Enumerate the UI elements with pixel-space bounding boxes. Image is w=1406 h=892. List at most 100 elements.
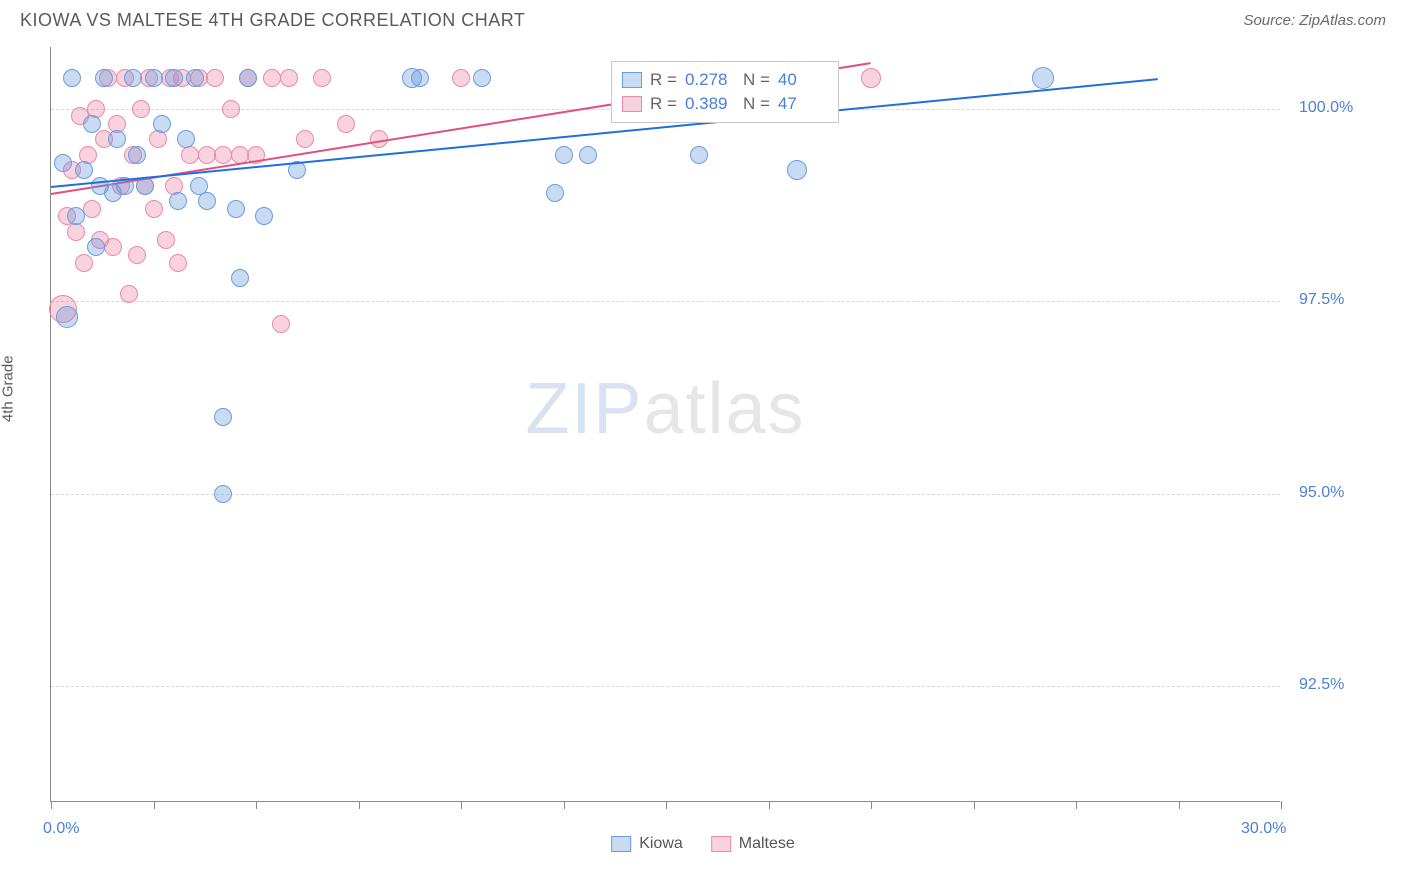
data-point-maltese <box>128 246 146 264</box>
data-point-kiowa <box>153 115 171 133</box>
data-point-kiowa <box>177 130 195 148</box>
data-point-kiowa <box>239 69 257 87</box>
gridline-h <box>51 301 1280 302</box>
data-point-maltese <box>120 285 138 303</box>
data-point-kiowa <box>579 146 597 164</box>
x-tick <box>1179 801 1180 809</box>
data-point-maltese <box>149 130 167 148</box>
data-point-kiowa <box>214 485 232 503</box>
data-point-maltese <box>157 231 175 249</box>
stats-n-label: N = <box>743 94 770 114</box>
stats-n-value: 47 <box>778 94 828 114</box>
legend-item-maltese: Maltese <box>711 835 795 853</box>
data-point-maltese <box>75 254 93 272</box>
data-point-kiowa <box>165 69 183 87</box>
data-point-maltese <box>181 146 199 164</box>
stats-box: R =0.278N =40R =0.389N =47 <box>611 61 839 123</box>
stats-r-label: R = <box>650 70 677 90</box>
data-point-kiowa <box>124 69 142 87</box>
source-label: Source: ZipAtlas.com <box>1243 12 1386 29</box>
data-point-kiowa <box>145 69 163 87</box>
data-point-kiowa <box>231 269 249 287</box>
data-point-kiowa <box>555 146 573 164</box>
watermark: ZIPatlas <box>525 368 805 450</box>
legend-swatch-maltese <box>711 836 731 852</box>
data-point-kiowa <box>108 130 126 148</box>
legend-item-kiowa: Kiowa <box>611 835 683 853</box>
data-point-kiowa <box>67 207 85 225</box>
data-point-maltese <box>296 130 314 148</box>
y-tick-label: 92.5% <box>1299 676 1344 694</box>
data-point-kiowa <box>255 207 273 225</box>
data-point-kiowa <box>128 146 146 164</box>
data-point-kiowa <box>227 200 245 218</box>
x-tick <box>871 801 872 809</box>
data-point-kiowa <box>473 69 491 87</box>
data-point-maltese <box>198 146 216 164</box>
data-point-kiowa <box>54 154 72 172</box>
data-point-maltese <box>272 315 290 333</box>
stats-r-label: R = <box>650 94 677 114</box>
stats-r-value: 0.389 <box>685 94 735 114</box>
data-point-maltese <box>169 254 187 272</box>
x-tick-label: 30.0% <box>1241 820 1286 838</box>
data-point-kiowa <box>198 192 216 210</box>
stats-row-kiowa: R =0.278N =40 <box>622 68 828 92</box>
watermark-zip: ZIP <box>525 369 643 449</box>
y-tick-label: 97.5% <box>1299 291 1344 309</box>
stats-r-value: 0.278 <box>685 70 735 90</box>
data-point-kiowa <box>169 192 187 210</box>
chart-title: KIOWA VS MALTESE 4TH GRADE CORRELATION C… <box>20 10 525 31</box>
data-point-kiowa <box>63 69 81 87</box>
data-point-maltese <box>83 200 101 218</box>
data-point-maltese <box>452 69 470 87</box>
legend-swatch-kiowa <box>611 836 631 852</box>
x-tick <box>564 801 565 809</box>
data-point-kiowa <box>214 408 232 426</box>
x-tick <box>359 801 360 809</box>
data-point-maltese <box>104 238 122 256</box>
data-point-kiowa <box>56 306 78 328</box>
x-tick-label: 0.0% <box>43 820 79 838</box>
data-point-kiowa <box>87 238 105 256</box>
legend-label-kiowa: Kiowa <box>639 835 683 853</box>
x-tick <box>461 801 462 809</box>
legend-label-maltese: Maltese <box>739 835 795 853</box>
x-tick <box>51 801 52 809</box>
x-tick <box>666 801 667 809</box>
data-point-maltese <box>222 100 240 118</box>
watermark-atlas: atlas <box>643 369 805 449</box>
chart-area: 4th Grade ZIPatlas 100.0%97.5%95.0%92.5%… <box>0 37 1406 857</box>
x-tick <box>256 801 257 809</box>
stats-row-maltese: R = 0.389 N = 47 <box>622 92 828 116</box>
data-point-kiowa <box>1032 67 1054 89</box>
y-tick-label: 100.0% <box>1299 99 1353 117</box>
stats-swatch-kiowa <box>622 72 642 88</box>
x-tick <box>769 801 770 809</box>
x-tick <box>1281 801 1282 809</box>
stats-n-label: N = <box>743 70 770 90</box>
data-point-maltese <box>206 69 224 87</box>
data-point-maltese <box>337 115 355 133</box>
bottom-legend: Kiowa Maltese <box>611 835 795 853</box>
x-tick <box>154 801 155 809</box>
data-point-maltese <box>313 69 331 87</box>
data-point-maltese <box>145 200 163 218</box>
data-point-maltese <box>263 69 281 87</box>
data-point-maltese <box>132 100 150 118</box>
y-axis-label: 4th Grade <box>0 355 17 422</box>
data-point-maltese <box>861 68 881 88</box>
plot-region: ZIPatlas 100.0%97.5%95.0%92.5%0.0%30.0%R… <box>50 47 1280 802</box>
data-point-kiowa <box>83 115 101 133</box>
data-point-maltese <box>67 223 85 241</box>
trend-line-kiowa <box>51 78 1158 188</box>
data-point-kiowa <box>546 184 564 202</box>
data-point-maltese <box>280 69 298 87</box>
data-point-kiowa <box>186 69 204 87</box>
gridline-h <box>51 494 1280 495</box>
data-point-maltese <box>214 146 232 164</box>
x-tick <box>1076 801 1077 809</box>
data-point-kiowa <box>690 146 708 164</box>
data-point-kiowa <box>787 160 807 180</box>
data-point-kiowa <box>411 69 429 87</box>
